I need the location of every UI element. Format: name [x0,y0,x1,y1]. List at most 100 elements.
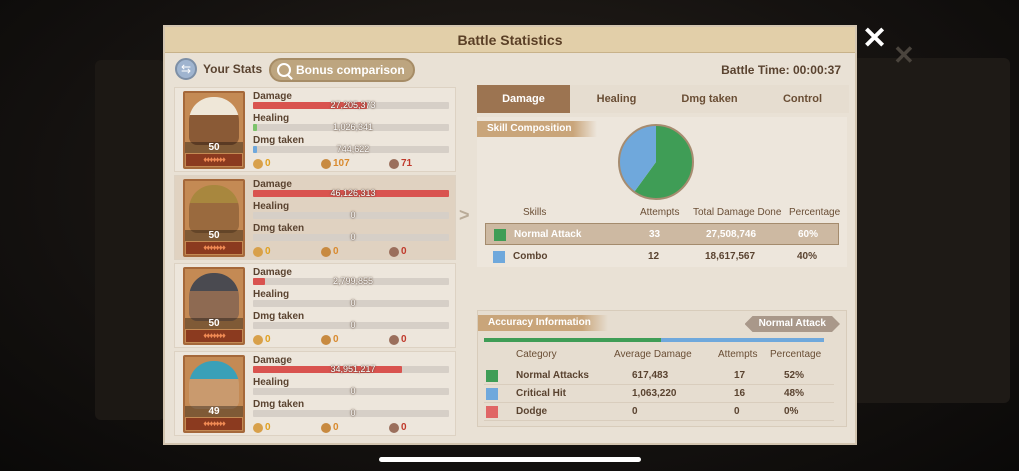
damage-bar-fill [253,278,265,285]
healing-label: Healing [253,201,290,212]
damage-stat: Damage 46,126,313 [253,179,449,201]
accuracy-attempts: 16 [734,388,746,399]
battle-time-label: Battle Time: [721,63,790,77]
hero-portrait[interactable]: 49 ♦♦♦♦♦♦♦ [183,355,245,433]
count-b: 0 [321,334,339,345]
damage-label: Damage [253,91,292,102]
skull-icon [389,334,399,345]
hero-portrait[interactable]: 50 ♦♦♦♦♦♦♦ [183,179,245,257]
pie-slice-combo [619,125,656,192]
accuracy-attempts: 0 [734,406,740,417]
hero-counts: 0 0 0 [253,422,453,436]
helmet-icon [253,158,263,169]
damage-value: 27,205,373 [330,100,376,110]
header-attempts: Attempts [640,207,680,218]
skill-row[interactable]: Combo 12 18,617,567 40% [485,246,839,268]
count-value: 0 [401,334,407,345]
skill-row[interactable]: Normal Attack 33 27,508,746 60% [485,223,839,245]
swap-icon: ⇆ [175,58,197,80]
count-b: 0 [321,422,339,433]
damage-value: 34,951,217 [330,364,376,374]
healing-stat: Healing 0 [253,377,449,399]
count-value: 0 [265,246,271,257]
battle-time: Battle Time: 00:00:37 [721,63,841,77]
accuracy-color-swatch [486,370,498,382]
dmg-taken-bar [253,234,449,241]
accuracy-average-damage: 0 [632,406,638,417]
dmg-taken-bar [253,146,449,153]
count-value: 0 [265,158,271,169]
count-c: 71 [389,158,412,169]
dmg-taken-value: 0 [350,408,356,418]
skill-table-header: Skills Attempts Total Damage Done Percen… [477,207,847,223]
your-stats-label: Your Stats [203,62,263,76]
damage-label: Damage [253,355,292,366]
accuracy-average-damage: 617,483 [632,370,669,381]
tab-healing[interactable]: Healing [596,93,637,105]
header-category: Category [516,349,557,360]
damage-bar [253,190,449,197]
healing-value: 0 [350,386,356,396]
hero-level: 49 [185,406,243,417]
count-c: 0 [389,334,407,345]
soldier-icon [321,246,331,257]
hero-row[interactable]: 50 ♦♦♦♦♦♦♦ Damage 46,126,313 Healing 0 Dmg tak… [174,175,456,260]
bonus-comparison-label: Bonus comparison [296,63,405,77]
count-a: 0 [253,422,271,433]
close-icon[interactable]: ✕ [862,22,888,55]
bonus-comparison-button[interactable]: Bonus comparison [269,58,415,82]
accuracy-bar-segment [484,338,661,342]
damage-stat: Damage 2,799,855 [253,267,449,289]
accuracy-color-swatch [486,388,498,400]
skill-name: Normal Attack [514,229,582,240]
count-b: 107 [321,158,350,169]
dmg-taken-value: 0 [350,232,356,242]
count-value: 0 [401,422,407,433]
hero-level: 50 [185,230,243,241]
count-a: 0 [253,246,271,257]
hero-portrait[interactable]: 50 ♦♦♦♦♦♦♦ [183,91,245,169]
helmet-icon [253,246,263,257]
healing-bar [253,124,449,131]
count-value: 0 [333,334,339,345]
healing-bar-fill [253,124,257,131]
hero-level: 50 [185,318,243,329]
dmg-taken-label: Dmg taken [253,223,305,234]
hero-row[interactable]: 50 ♦♦♦♦♦♦♦ Damage 2,799,855 Healing 0 Dmg take… [174,263,456,348]
hero-row[interactable]: 49 ♦♦♦♦♦♦♦ Damage 34,951,217 Healing 0 Dmg tak… [174,351,456,436]
healing-stat: Healing 0 [253,201,449,223]
skill-composition-title: Skill Composition [477,121,597,137]
tab-dmg-taken[interactable]: Dmg taken [681,93,738,105]
hero-portrait[interactable]: 50 ♦♦♦♦♦♦♦ [183,267,245,345]
accuracy-filter-button[interactable]: Normal Attack [745,316,840,332]
skill-total-damage: 27,508,746 [706,229,757,240]
healing-bar [253,212,449,219]
stats-topbar: ⇆ Your Stats Bonus comparison Battle Tim… [173,57,845,85]
soldier-icon [321,422,331,433]
count-value: 0 [333,246,339,257]
home-indicator[interactable] [379,457,641,462]
header-total-damage: Total Damage Done [693,207,782,218]
damage-value: 2,799,855 [332,276,374,286]
tab-control[interactable]: Control [782,93,823,105]
battle-statistics-dialog: Battle Statistics ⇆ Your Stats Bonus com… [163,25,857,445]
accuracy-bar-segment [660,338,824,342]
header-skills: Skills [523,207,547,218]
damage-bar-fill [253,190,449,197]
detail-panel: Damage Healing Dmg taken Control Skill Comp… [477,85,849,430]
healing-value: 0 [350,210,356,220]
dmg-taken-stat: Dmg taken 744,622 [253,135,449,157]
damage-value: 46,126,313 [330,188,376,198]
star-rating: ♦♦♦♦♦♦♦ [186,154,242,166]
dmg-taken-label: Dmg taken [253,399,305,410]
accuracy-color-swatch [486,406,498,418]
tab-damage[interactable]: Damage [477,85,570,113]
skill-total-damage: 18,617,567 [705,251,756,262]
dmg-taken-label: Dmg taken [253,135,305,146]
hero-row[interactable]: 50 ♦♦♦♦♦♦♦ Damage 27,205,373 Healing 1,026,34… [174,87,456,172]
your-stats-button[interactable]: ⇆ Your Stats [175,58,262,80]
count-value: 71 [401,158,413,169]
battle-time-value: 00:00:37 [792,63,841,77]
dialog-title: Battle Statistics [165,27,855,53]
skill-composition-panel: Skill Composition Skills Attempts Total … [477,117,847,267]
